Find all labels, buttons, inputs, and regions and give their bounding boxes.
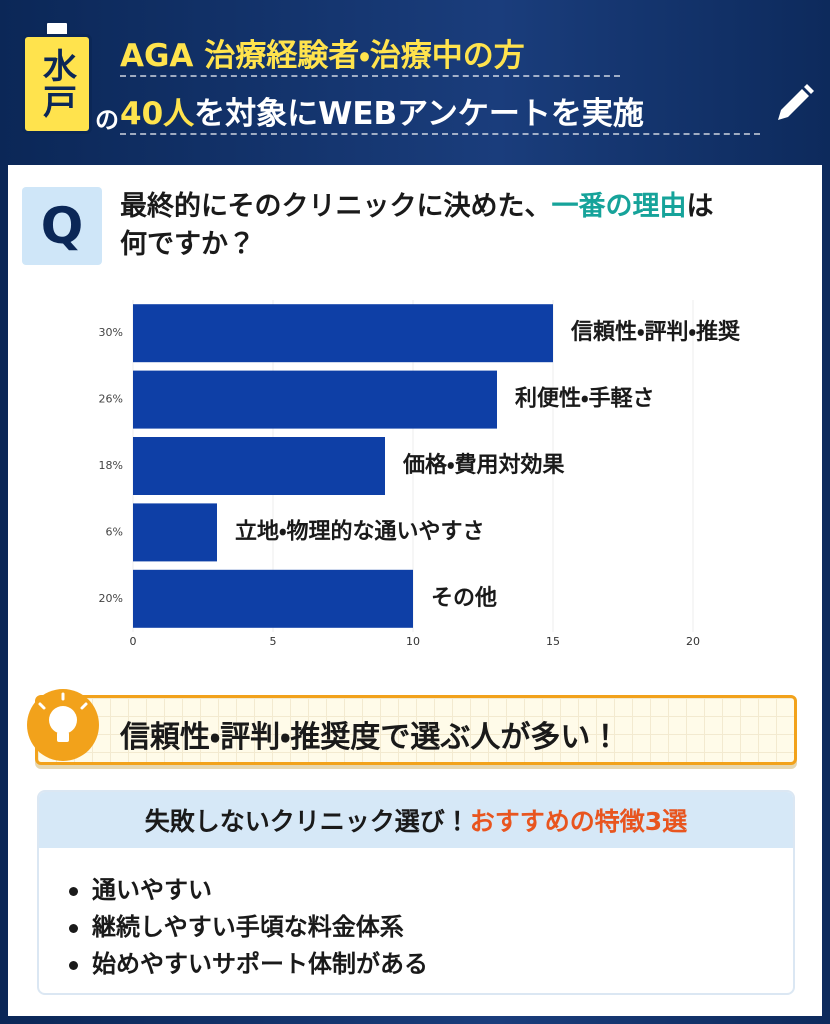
category-label: 信頼性・評判・推奨 [570,319,741,345]
callout-box [35,695,797,765]
bar [133,304,553,363]
divider [120,75,620,77]
title-line: 40人を対象にWEBアンケートを実施 [120,88,644,133]
x-tick-label: 0 [130,635,137,648]
category-label: 立地・物理的な通いやすさ [235,518,484,544]
bulb-icon [27,689,99,761]
features-header: 失敗しないクリニック選び！ おすすめの特徴3選 [39,792,793,848]
features-highlight: おすすめの特徴3選 [469,807,688,836]
percent-label: 30% [99,326,123,339]
percent-label: 6% [106,525,123,538]
feature-item: 通いやすい [69,870,212,905]
title-rest: を対象にWEBアンケートを実施 [194,96,644,132]
question: 最終的にそのクリニックに決めた、一番の理由は何ですか？ [120,188,713,264]
features-title: 失敗しないクリニック選び！ [144,807,470,836]
x-tick-label: 20 [686,635,700,648]
category-label: その他 [431,586,497,611]
callout-text: 信頼性・評判・推奨度で選ぶ人が多い！ [120,720,621,755]
percent-label: 18% [99,459,123,472]
feature-item: 継続しやすい手頃な料金体系 [69,907,404,942]
highlight: 40人 [120,96,195,132]
title-line: AGA 治療経験者・治療中の方 [120,38,525,74]
chart: 0 5 10 15 20 30% 信頼性・評判・推奨 26% 利便性・手軽さ 18% 価格・費用対効… [99,300,741,648]
features-box: 失敗しないクリニック選び！ おすすめの特徴3選 通いやすい継続しやすい手頃な料金体… [37,790,795,995]
bullet [69,923,78,933]
feature-text: 継続しやすい手頃な料金体系 [92,913,404,941]
bullet [69,960,78,970]
bar [133,437,385,495]
pencil-icon [778,84,814,120]
bar [133,503,217,562]
question-highlight: 一番の理由 [551,191,687,222]
feature-text: 始めやすいサポート体制がある [92,950,428,978]
connector: の [95,106,119,134]
category-label: 価格・費用対効果 [402,452,564,478]
bullet [69,886,78,896]
feature-text: 通いやすい [92,876,212,904]
x-tick-label: 5 [270,635,277,648]
x-tick-label: 10 [406,635,420,648]
feature-item: 始めやすいサポート体制がある [69,944,428,979]
question-text: 最終的にそのクリニックに決めた、 [120,191,552,222]
question-text: 何ですか？ [120,229,255,260]
percent-label: 26% [99,393,123,406]
x-tick-label: 15 [546,635,560,648]
badge: 水戸 [22,34,92,134]
question-text: は [686,191,714,222]
bar [133,370,497,429]
percent-label: 20% [99,592,123,605]
bar [133,569,413,628]
category-label: 利便性・手軽さ [515,386,654,412]
q-mark: Q [22,187,102,265]
divider [120,133,760,135]
